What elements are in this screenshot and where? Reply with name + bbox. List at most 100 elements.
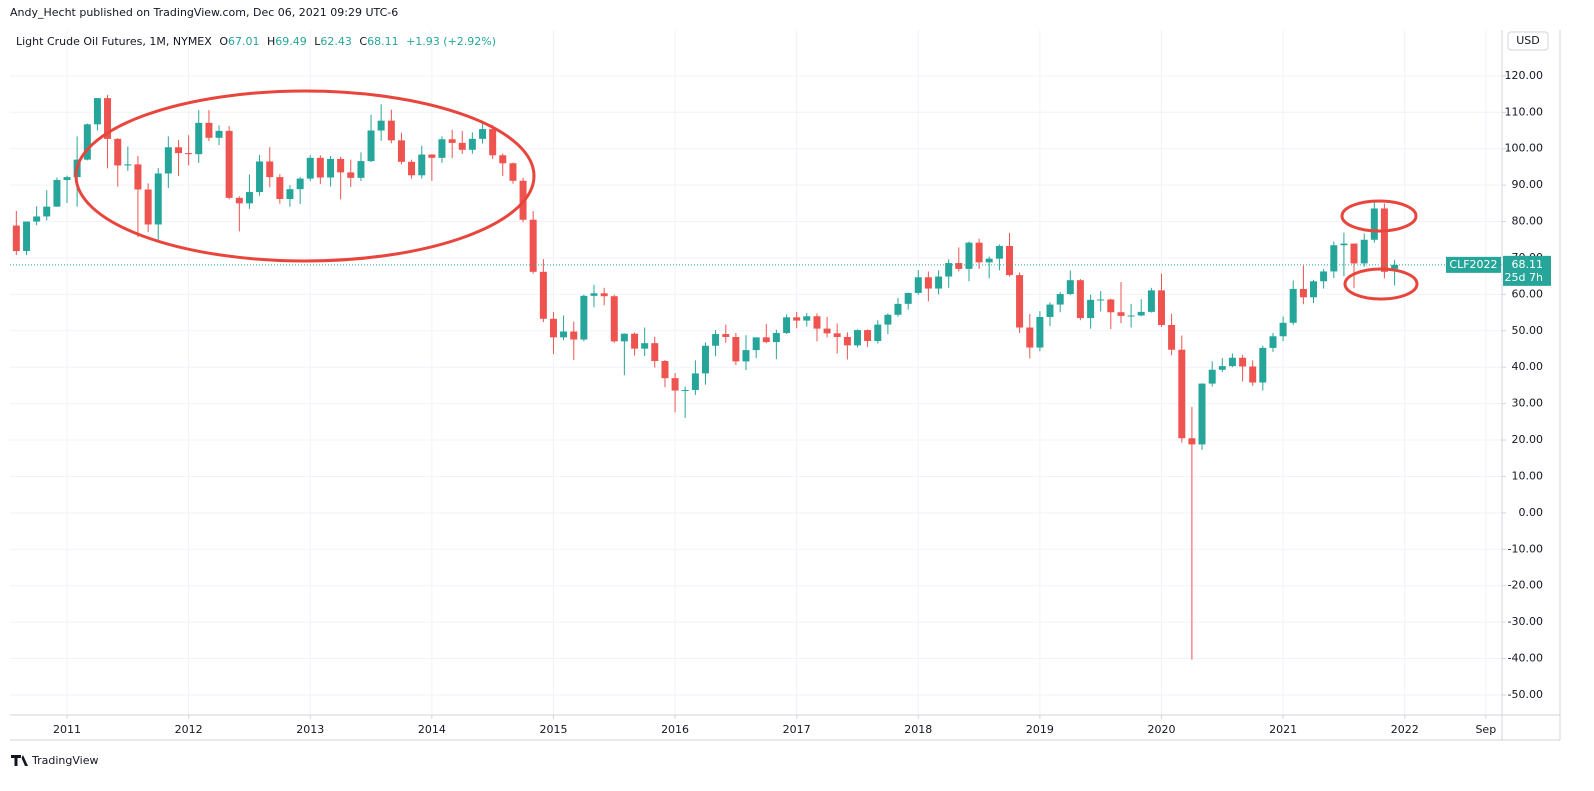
candle — [205, 110, 213, 142]
y-tick-label: 110.00 — [1505, 105, 1544, 118]
x-tick-label: 2020 — [1147, 723, 1175, 736]
candle-body — [853, 330, 861, 346]
candle-body — [1330, 245, 1338, 272]
candle-body — [600, 293, 608, 297]
footer-text: TradingView — [31, 754, 98, 767]
y-tick-label: -10.00 — [1508, 542, 1543, 555]
candle — [722, 324, 730, 343]
candle-body — [43, 206, 51, 217]
candle-body — [1005, 245, 1013, 276]
candle — [995, 244, 1003, 271]
candle-body — [965, 242, 973, 269]
candle-body — [1340, 243, 1348, 246]
candle-body — [884, 314, 892, 325]
candle — [256, 154, 264, 196]
y-tick-label: 0.00 — [1519, 506, 1544, 519]
currency[interactable]: USD — [1516, 34, 1540, 47]
candle-body — [590, 293, 598, 296]
currency-button[interactable] — [1507, 31, 1549, 51]
candle — [1157, 273, 1165, 327]
x-tick-label: 2016 — [661, 723, 689, 736]
candle — [175, 139, 183, 177]
candle-body — [1249, 366, 1257, 383]
y-tick-label: -40.00 — [1508, 652, 1543, 665]
candle — [620, 333, 628, 376]
candle-body — [215, 130, 223, 138]
candle-body — [914, 277, 922, 293]
y-tick-label: 40.00 — [1512, 360, 1544, 373]
candle-body — [539, 271, 547, 319]
candle — [1208, 361, 1216, 387]
x-tick-label: 2021 — [1269, 723, 1297, 736]
candle — [843, 332, 851, 360]
candle — [1310, 279, 1318, 304]
candle — [904, 292, 912, 310]
candle-body — [195, 122, 203, 155]
candle-body — [1097, 299, 1105, 301]
candle — [509, 162, 517, 184]
publisher: Andy_Hecht published on TradingView.com,… — [10, 6, 398, 19]
candle-body — [23, 221, 31, 252]
candle — [853, 329, 861, 348]
candle-body — [529, 219, 537, 272]
candle — [975, 238, 983, 269]
candle — [225, 126, 233, 200]
candle — [245, 174, 253, 209]
candle-body — [175, 147, 183, 154]
x-tick-label: 2014 — [418, 723, 446, 736]
candle-body — [712, 334, 720, 346]
candle — [803, 312, 811, 327]
ohlc-label: O — [219, 35, 228, 48]
candle — [924, 271, 932, 302]
candle — [327, 156, 335, 187]
candle-body — [1360, 239, 1368, 264]
symbol-tag — [1446, 256, 1501, 273]
candle-body — [549, 318, 557, 338]
candle-body — [114, 138, 122, 166]
candle — [1097, 291, 1105, 312]
candle — [215, 125, 223, 146]
x-tick-label: 2018 — [904, 723, 932, 736]
y-tick-label: 60.00 — [1512, 287, 1544, 300]
candle-body — [772, 332, 780, 343]
candle — [93, 98, 101, 131]
candle-body — [53, 180, 61, 207]
candle-body — [134, 164, 142, 190]
candle-body — [1016, 275, 1024, 328]
candle — [235, 196, 243, 232]
countdown: 25d 7h — [1505, 271, 1543, 284]
candle — [33, 206, 41, 226]
candle — [955, 247, 963, 272]
candle — [1066, 270, 1074, 296]
candle-body — [631, 333, 639, 349]
candle — [793, 311, 801, 329]
candle — [752, 337, 760, 359]
candle — [428, 154, 436, 181]
y-tick-label: -30.00 — [1508, 615, 1543, 628]
candle — [83, 123, 91, 161]
candle-body — [975, 242, 983, 263]
candle — [935, 270, 943, 295]
candle — [1198, 383, 1206, 450]
candle-body — [1066, 280, 1074, 295]
candle-body — [671, 378, 679, 391]
candle — [1320, 268, 1328, 289]
candle — [1380, 203, 1388, 279]
candle-body — [235, 197, 243, 204]
candle-body — [1239, 357, 1247, 367]
candle — [185, 135, 193, 166]
candle-body — [874, 324, 882, 341]
y-tick-label: 80.00 — [1512, 215, 1544, 228]
candle-body — [286, 189, 294, 199]
candle-body — [610, 296, 618, 342]
candle — [661, 359, 669, 388]
candle — [408, 159, 416, 179]
candle — [448, 129, 456, 159]
candle — [1005, 232, 1013, 277]
candle-body — [479, 129, 487, 139]
change: +1.93 (+2.92%) — [406, 35, 496, 48]
candle-body — [266, 161, 274, 178]
candle — [864, 329, 872, 347]
candle-body — [357, 161, 365, 178]
candle-body — [245, 192, 253, 204]
